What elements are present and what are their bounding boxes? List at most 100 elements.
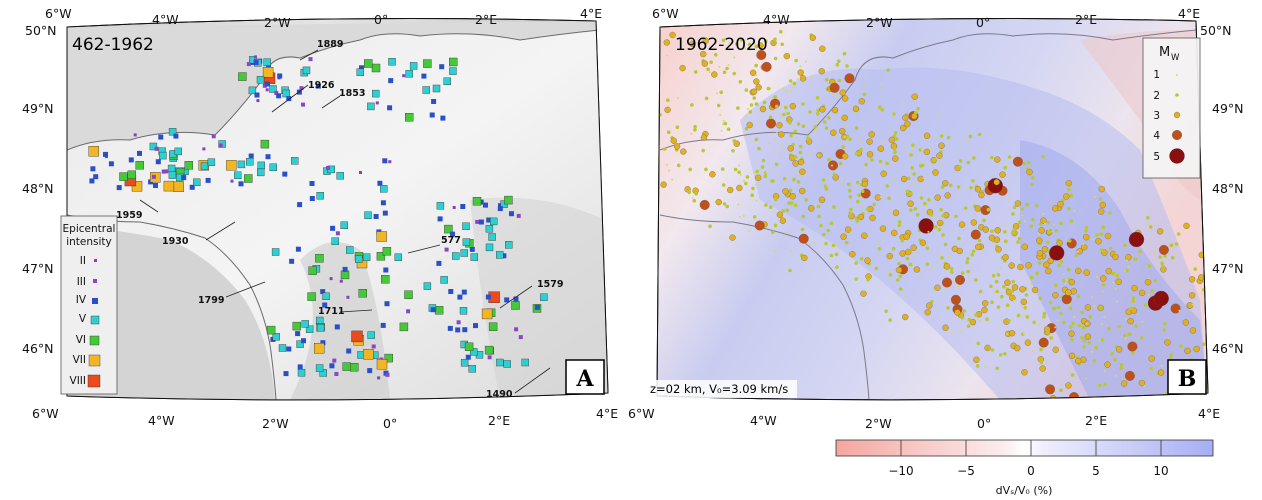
epicentre-marker [315, 364, 324, 372]
earthquake-marker [722, 202, 727, 206]
earthquake-marker [1213, 251, 1215, 253]
panel-b-lon-top-4: 2°E [1075, 12, 1097, 27]
earthquake-marker [905, 145, 907, 148]
earthquake-marker [1205, 271, 1208, 275]
earthquake-marker [783, 52, 790, 60]
earthquake-marker [818, 68, 825, 75]
panel-b-coastline [659, 29, 1197, 151]
earthquake-marker [1068, 306, 1073, 311]
earthquake-marker [750, 193, 754, 197]
earthquake-marker [702, 37, 709, 44]
earthquake-marker [711, 71, 718, 78]
earthquake-marker [1004, 279, 1011, 286]
earthquake-marker [816, 108, 820, 113]
earthquake-marker [754, 63, 758, 68]
earthquake-marker [1084, 225, 1089, 230]
earthquake-marker [1094, 407, 1098, 411]
earthquake-marker [1031, 350, 1034, 353]
earthquake-marker [1088, 315, 1092, 319]
earthquake-marker [884, 309, 888, 314]
earthquake-marker [745, 175, 750, 179]
earthquake-marker [836, 59, 841, 64]
epicentre-marker [376, 252, 386, 261]
earthquake-marker [898, 274, 903, 279]
panel-a-lon-bot-2: 2°W [262, 416, 289, 431]
earthquake-marker [764, 39, 768, 43]
earthquake-marker [785, 90, 788, 93]
earthquake-marker [671, 178, 674, 181]
epicentre-marker [93, 174, 99, 180]
epicentre-marker [436, 260, 442, 266]
earthquake-marker [888, 136, 896, 144]
earthquake-marker [913, 110, 918, 115]
earthquake-marker [1157, 369, 1165, 376]
earthquake-marker [1099, 248, 1104, 252]
earthquake-marker [776, 122, 783, 129]
epicentre-marker [534, 304, 540, 310]
earthquake-marker [1099, 306, 1104, 310]
epicentre-marker [488, 322, 498, 331]
earthquake-marker [1054, 326, 1057, 329]
epicentre-marker [404, 290, 413, 299]
earthquake-marker [808, 110, 812, 114]
earthquake-marker [923, 132, 931, 139]
earthquake-marker [985, 317, 989, 322]
earthquake-marker [929, 147, 932, 150]
earthquake-marker [1080, 310, 1084, 315]
earthquake-marker [1147, 264, 1151, 268]
epicentre-marker [431, 99, 437, 104]
earthquake-marker [704, 167, 708, 172]
legend-swatch-viii [87, 374, 101, 388]
earthquake-marker [958, 159, 963, 163]
earthquake-marker [1091, 238, 1094, 241]
epicentre-marker [497, 206, 503, 212]
earthquake-marker [828, 194, 831, 196]
earthquake-marker [748, 110, 753, 114]
earthquake-marker [1070, 288, 1077, 295]
earthquake-marker [859, 256, 864, 261]
earthquake-marker [770, 179, 774, 183]
earthquake-marker [942, 277, 952, 288]
earthquake-marker [699, 199, 710, 210]
epicentre-marker [277, 73, 283, 79]
epicentre-marker [234, 171, 242, 180]
epicentre-marker [340, 270, 350, 280]
earthquake-marker [1011, 279, 1015, 284]
earthquake-marker [1073, 210, 1076, 212]
earthquake-marker [1153, 290, 1169, 307]
epicentre-marker [496, 358, 504, 367]
earthquake-marker [1218, 384, 1222, 388]
earthquake-marker [984, 344, 991, 352]
earthquake-marker [916, 107, 920, 111]
epicentre-marker [440, 115, 446, 121]
earthquake-marker [1029, 275, 1034, 280]
earthquake-marker [1124, 337, 1127, 340]
earthquake-marker [877, 145, 885, 152]
earthquake-marker [692, 198, 697, 203]
earthquake-marker [1148, 355, 1155, 362]
earthquake-marker [754, 137, 759, 142]
earthquake-marker [787, 145, 794, 152]
earthquake-marker [793, 155, 798, 159]
earthquake-marker [1039, 347, 1043, 352]
earthquake-marker [902, 313, 909, 321]
year-label-1490: 1490 [486, 389, 513, 400]
epicentre-marker [381, 275, 390, 284]
earthquake-marker [974, 186, 982, 193]
earthquake-marker [1229, 358, 1235, 364]
earthquake-marker [877, 247, 882, 251]
epicentre-marker [266, 325, 276, 335]
earthquake-marker [957, 236, 961, 241]
epicentre-marker [272, 333, 280, 341]
earthquake-marker [733, 56, 736, 59]
earthquake-marker [1090, 296, 1093, 299]
epicentre-marker [326, 166, 330, 170]
epicentre-marker [189, 184, 195, 190]
earthquake-marker [990, 155, 994, 160]
earthquake-marker [1007, 198, 1010, 200]
colorbar-tick-5: 5 [1092, 464, 1100, 478]
earthquake-marker [1098, 383, 1102, 388]
earthquake-marker [1069, 193, 1073, 198]
earthquake-marker [779, 29, 783, 34]
panel-a-coastline [67, 29, 601, 151]
